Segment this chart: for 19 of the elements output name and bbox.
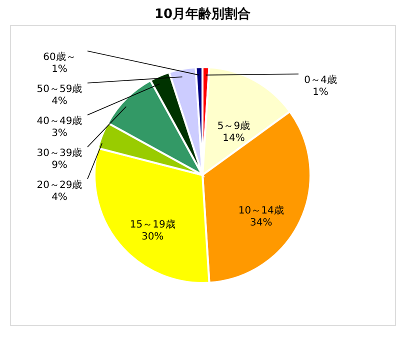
slice-label: 40～49歳 (36, 115, 82, 127)
slice-label: 0～4歳 (304, 74, 337, 86)
slice-label: 15～19歳 (130, 218, 176, 230)
data-label: 4% (52, 192, 68, 203)
data-label: 9% (52, 160, 68, 171)
data-label: 34% (250, 218, 272, 229)
data-label: 1% (312, 87, 328, 98)
slice-label: 50～59歳 (36, 83, 82, 95)
data-label: 3% (52, 128, 68, 139)
data-label: 30% (141, 231, 164, 242)
data-label: 4% (52, 96, 68, 107)
slice-label: 30～39歳 (36, 147, 82, 159)
data-label: 14% (222, 133, 245, 144)
slice-label: 10～14歳 (238, 204, 284, 217)
slice-label: 20～29歳 (36, 179, 82, 191)
chart-title: 10月年齢別割合 (154, 6, 251, 22)
slice-label: 5～9歳 (217, 120, 250, 132)
slice-label: 60歳～ (43, 51, 76, 63)
data-label: 1% (52, 64, 68, 75)
